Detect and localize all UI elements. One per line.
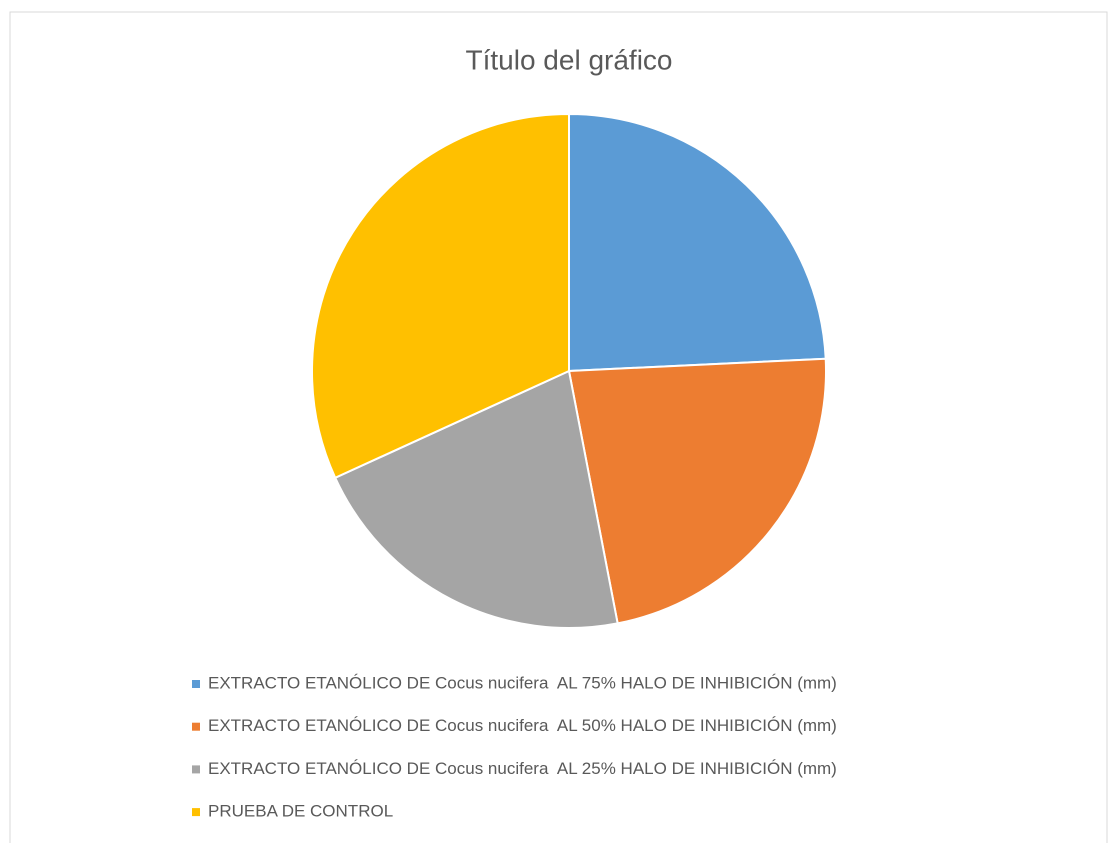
legend-label: EXTRACTO ETANÓLICO DE Cocus nucifera AL … bbox=[208, 673, 837, 692]
legend-swatch bbox=[192, 765, 200, 774]
chart-frame bbox=[9, 11, 1108, 843]
legend-label: EXTRACTO ETANÓLICO DE Cocus nucifera AL … bbox=[208, 716, 837, 735]
legend-label: EXTRACTO ETANÓLICO DE Cocus nucifera AL … bbox=[208, 759, 837, 778]
chart-title: Título del gráfico bbox=[466, 44, 673, 75]
pie-slice bbox=[333, 369, 619, 629]
pie-slice bbox=[567, 357, 827, 625]
legend-swatch bbox=[192, 808, 200, 817]
pie-slice bbox=[311, 112, 570, 480]
legend-swatch bbox=[192, 680, 200, 688]
pie-slice bbox=[568, 112, 827, 373]
legend-label: PRUEBA DE CONTROL bbox=[208, 802, 393, 821]
legend-swatch bbox=[192, 722, 200, 731]
